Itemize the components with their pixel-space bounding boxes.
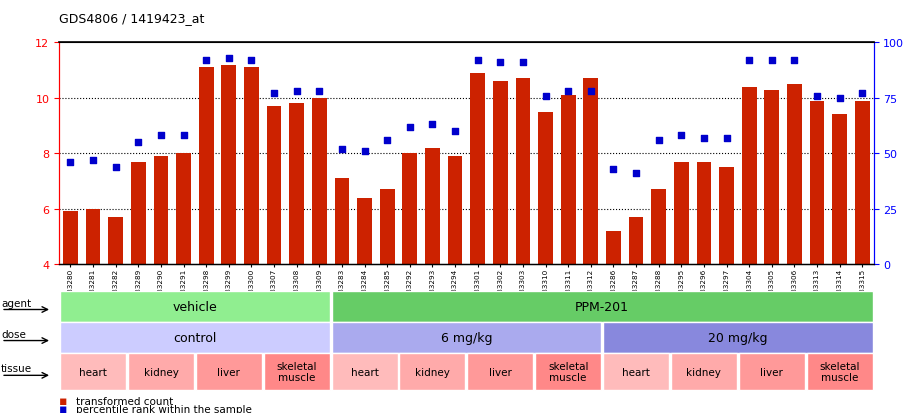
- Bar: [742, 88, 756, 264]
- Bar: [379, 190, 395, 264]
- Bar: [289, 104, 304, 264]
- Text: heart: heart: [79, 367, 107, 377]
- Point: [86, 157, 100, 164]
- Bar: [312, 99, 327, 264]
- Bar: [221, 65, 237, 264]
- Text: liver: liver: [217, 367, 240, 377]
- Bar: [674, 162, 689, 264]
- Point: [539, 93, 553, 100]
- Point: [358, 148, 372, 155]
- Point: [742, 58, 756, 64]
- Text: tissue: tissue: [1, 363, 32, 373]
- Text: liver: liver: [761, 367, 784, 377]
- Text: percentile rank within the sample: percentile rank within the sample: [76, 404, 251, 413]
- Bar: [652, 190, 666, 264]
- Bar: [696, 162, 712, 264]
- Bar: [561, 96, 575, 264]
- Point: [583, 89, 598, 95]
- Bar: [538, 112, 553, 264]
- Text: skeletal
muscle: skeletal muscle: [548, 361, 589, 382]
- Point: [470, 58, 485, 64]
- Bar: [267, 107, 281, 264]
- Point: [379, 137, 394, 144]
- Point: [63, 159, 77, 166]
- Bar: [86, 209, 100, 264]
- Point: [177, 133, 191, 140]
- Bar: [583, 79, 598, 264]
- Point: [402, 124, 417, 131]
- Bar: [833, 115, 847, 264]
- Bar: [629, 217, 643, 264]
- Text: dose: dose: [1, 330, 26, 339]
- Point: [855, 91, 870, 97]
- Bar: [719, 168, 733, 264]
- Bar: [358, 198, 372, 264]
- Text: ▪: ▪: [59, 402, 67, 413]
- Bar: [516, 79, 531, 264]
- Point: [108, 164, 123, 171]
- Bar: [131, 162, 146, 264]
- Text: heart: heart: [350, 367, 379, 377]
- Point: [719, 135, 733, 142]
- Point: [493, 60, 508, 66]
- Text: kidney: kidney: [415, 367, 450, 377]
- Point: [335, 146, 349, 153]
- Point: [221, 55, 236, 62]
- Text: liver: liver: [489, 367, 511, 377]
- Bar: [425, 148, 440, 264]
- Point: [833, 95, 847, 102]
- Point: [764, 58, 779, 64]
- Point: [448, 128, 462, 135]
- Bar: [493, 82, 508, 264]
- Text: PPM-201: PPM-201: [575, 300, 629, 313]
- Point: [131, 140, 146, 146]
- Text: skeletal
muscle: skeletal muscle: [277, 361, 317, 382]
- Bar: [402, 154, 417, 264]
- Text: agent: agent: [1, 299, 31, 309]
- Text: GDS4806 / 1419423_at: GDS4806 / 1419423_at: [59, 12, 205, 25]
- Point: [606, 166, 621, 173]
- Point: [199, 58, 214, 64]
- Point: [516, 60, 531, 66]
- Point: [289, 89, 304, 95]
- Point: [810, 93, 824, 100]
- Point: [244, 58, 258, 64]
- Text: 20 mg/kg: 20 mg/kg: [708, 331, 768, 344]
- Bar: [787, 85, 802, 264]
- Bar: [177, 154, 191, 264]
- Point: [674, 133, 689, 140]
- Bar: [63, 212, 78, 264]
- Bar: [199, 68, 214, 264]
- Bar: [810, 101, 824, 264]
- Bar: [854, 101, 870, 264]
- Point: [629, 171, 643, 177]
- Point: [154, 133, 168, 140]
- Point: [652, 137, 666, 144]
- Bar: [108, 217, 123, 264]
- Point: [697, 135, 712, 142]
- Point: [787, 58, 802, 64]
- Text: 6 mg/kg: 6 mg/kg: [440, 331, 492, 344]
- Point: [267, 91, 281, 97]
- Bar: [606, 231, 621, 264]
- Bar: [470, 74, 485, 264]
- Text: ▪: ▪: [59, 394, 67, 407]
- Text: transformed count: transformed count: [76, 396, 173, 406]
- Text: skeletal
muscle: skeletal muscle: [819, 361, 860, 382]
- Text: control: control: [173, 331, 217, 344]
- Text: kidney: kidney: [686, 367, 722, 377]
- Text: heart: heart: [622, 367, 650, 377]
- Bar: [154, 157, 168, 264]
- Point: [561, 89, 575, 95]
- Point: [425, 122, 440, 128]
- Bar: [335, 179, 349, 264]
- Bar: [448, 157, 462, 264]
- Point: [312, 89, 327, 95]
- Bar: [244, 68, 258, 264]
- Bar: [764, 90, 779, 264]
- Text: kidney: kidney: [144, 367, 178, 377]
- Text: vehicle: vehicle: [173, 300, 217, 313]
